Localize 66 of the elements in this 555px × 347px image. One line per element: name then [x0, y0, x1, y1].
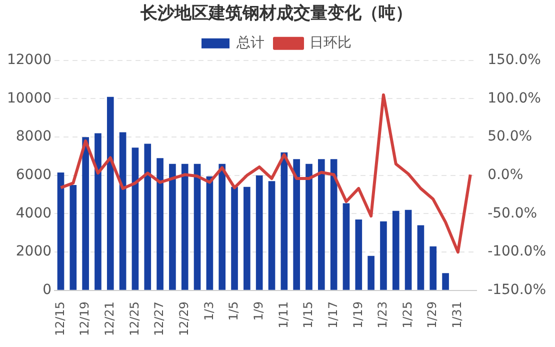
y2-tick-label: -150.0% — [488, 282, 546, 298]
x-tick-label: 1/23 — [376, 301, 390, 328]
x-tick-label: 1/3 — [202, 301, 216, 321]
bar — [293, 159, 300, 290]
x-tick-label: 1/25 — [400, 301, 414, 328]
bar — [417, 225, 424, 290]
bar — [231, 186, 238, 290]
x-tick-label: 12/27 — [152, 301, 166, 336]
x-tick-label: 1/9 — [251, 301, 266, 321]
bar — [156, 158, 164, 290]
x-tick-label: 12/15 — [52, 301, 67, 336]
y2-tick-label: -50.0% — [488, 205, 538, 222]
y-tick-label: 12000 — [6, 52, 52, 68]
bar — [70, 184, 77, 290]
bar — [169, 164, 176, 290]
bar — [430, 246, 437, 290]
bar — [82, 137, 89, 290]
bar — [392, 210, 400, 290]
bar — [318, 159, 325, 290]
bar — [119, 132, 126, 290]
bar — [380, 221, 387, 290]
bar — [94, 133, 102, 290]
y2-tick-label: 50.0% — [488, 128, 532, 145]
bar — [442, 273, 449, 290]
legend-label: 总计 — [236, 35, 264, 52]
y2-tick-label: -100.0% — [488, 244, 546, 260]
bar — [368, 256, 374, 290]
x-tick-label: 1/29 — [425, 301, 440, 328]
y-tick-label: 0 — [42, 282, 52, 298]
bar — [268, 181, 276, 290]
bar — [194, 164, 201, 290]
bar — [132, 148, 139, 290]
x-tick-label: 12/29 — [176, 301, 191, 336]
y2-tick-label: 100.0% — [488, 90, 541, 106]
bar — [404, 210, 412, 290]
y-tick-label: 10000 — [6, 90, 52, 106]
bar — [57, 172, 64, 290]
x-tick-label: 12/19 — [78, 301, 92, 336]
y-tick-label: 2000 — [16, 244, 52, 260]
bar — [306, 164, 312, 290]
y-tick-label: 8000 — [16, 128, 52, 145]
bar — [330, 159, 338, 290]
x-tick-label: 12/21 — [102, 301, 117, 336]
y2-tick-label: 150.0% — [488, 52, 541, 68]
bar — [244, 186, 250, 290]
bar — [206, 176, 214, 290]
y-tick-label: 6000 — [16, 167, 52, 184]
bar — [256, 175, 263, 290]
chart-title: 长沙地区建筑钢材成交量变化（吨） — [140, 4, 412, 24]
x-tick-label: 1/31 — [450, 301, 464, 328]
x-tick-label: 1/17 — [326, 301, 340, 328]
y-tick-label: 4000 — [16, 205, 52, 222]
legend-label: 日环比 — [310, 35, 352, 52]
bar — [342, 203, 350, 290]
y2-tick-label: 0.0% — [488, 167, 524, 184]
x-tick-label: 1/11 — [276, 301, 290, 328]
x-tick-label: 1/19 — [350, 301, 365, 328]
x-tick-label: 12/25 — [127, 301, 142, 336]
bar — [280, 152, 288, 290]
bar — [355, 219, 362, 290]
bar — [181, 164, 188, 290]
bar — [218, 164, 226, 290]
x-tick-label: 1/5 — [226, 301, 241, 321]
x-tick-label: 1/15 — [301, 301, 316, 328]
bar — [144, 144, 152, 290]
bar — [106, 96, 114, 290]
